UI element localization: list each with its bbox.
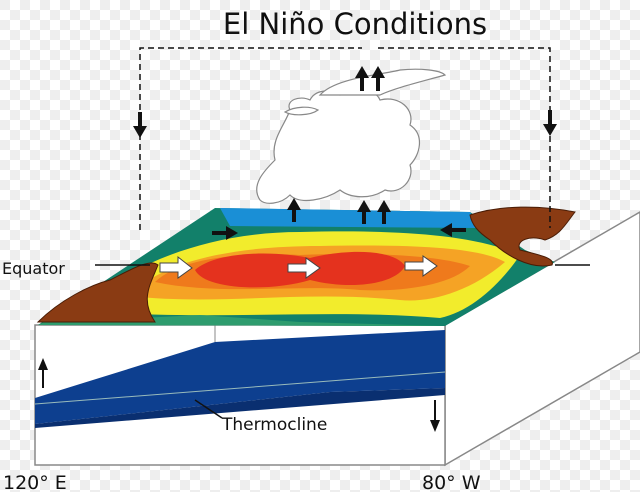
- title: El Niño Conditions: [223, 7, 487, 41]
- land-east: [469, 206, 576, 267]
- thermocline-label: Thermocline: [221, 415, 327, 435]
- land-west: [36, 262, 159, 323]
- thermocline-leader: [194, 399, 223, 419]
- clouds: [256, 68, 447, 204]
- west-label: 120° E: [3, 472, 67, 492]
- east-label: 80° W: [422, 472, 481, 492]
- ocean-block: [34, 211, 640, 467]
- warm-current-arrows: [159, 255, 438, 279]
- circulation-loop: [139, 47, 551, 230]
- arrows: [38, 66, 557, 432]
- equator-label: Equator: [2, 259, 65, 278]
